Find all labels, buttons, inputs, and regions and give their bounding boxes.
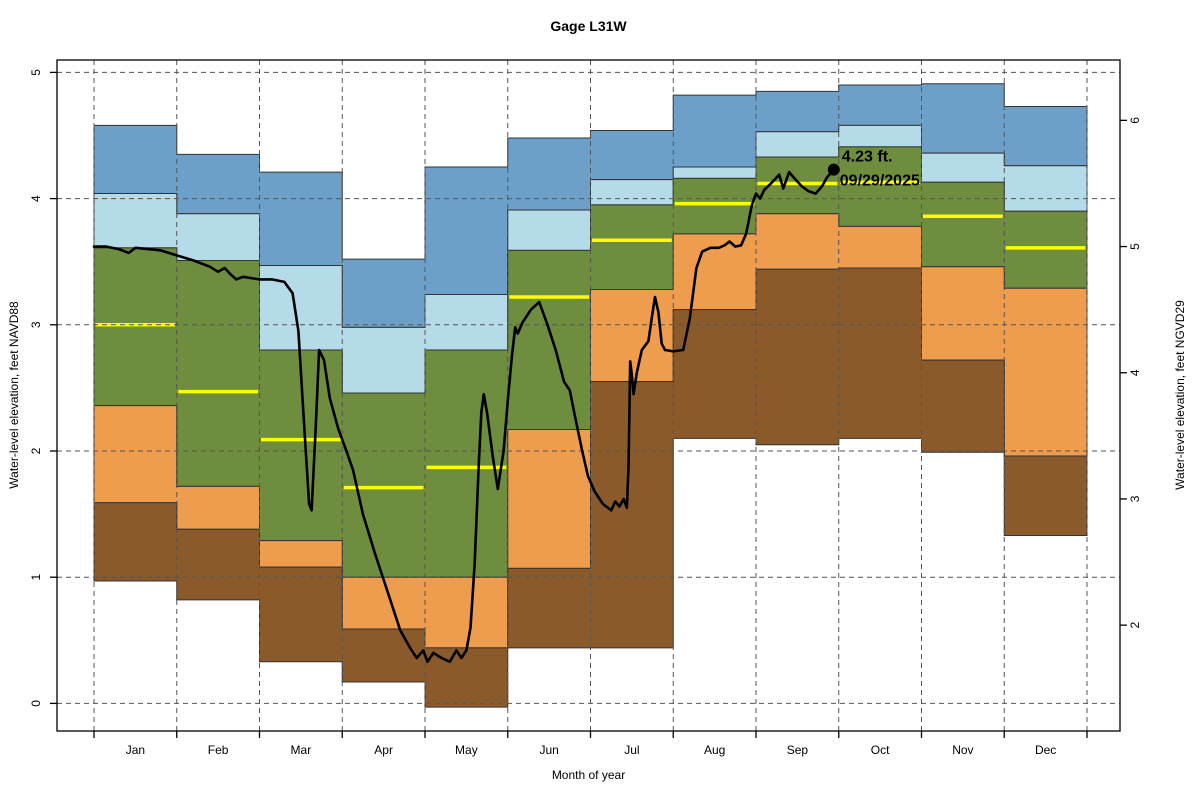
y-left-tick-label: 3 — [29, 321, 43, 328]
x-tick-label-month: Dec — [1035, 743, 1056, 757]
x-tick-label-month: Apr — [374, 743, 393, 757]
x-tick-label-month: Mar — [291, 743, 312, 757]
x-tick-label-month: Jul — [624, 743, 639, 757]
y-left-tick-label: 2 — [29, 447, 43, 454]
y-left-tick-label: 1 — [29, 574, 43, 581]
y-right-tick-label: 4 — [1128, 369, 1142, 376]
x-tick-label-month: Oct — [871, 743, 890, 757]
y-axis-label-right: Water-level elevation, feet NGVD29 — [1173, 300, 1187, 490]
x-tick-label-month: Aug — [704, 743, 725, 757]
y-right-tick-label: 2 — [1128, 621, 1142, 628]
current-year-trace-line — [92, 168, 836, 664]
x-tick-label-month: Sep — [787, 743, 809, 757]
y-left-tick-label: 0 — [29, 700, 43, 707]
y-left-tick-label: 5 — [29, 69, 43, 76]
y-right-tick-label: 3 — [1128, 495, 1142, 502]
plot-border — [56, 59, 1121, 732]
y-left-tick-label: 4 — [29, 195, 43, 202]
latest-observation-dot — [827, 163, 840, 176]
y-right-tick-label: 5 — [1128, 243, 1142, 250]
y-axis-label-left: Water-level elevation, feet NAVD88 — [7, 301, 21, 489]
x-tick-label-month: Feb — [208, 743, 229, 757]
x-tick-label-month: Jan — [126, 743, 145, 757]
annotation-date: 09/29/2025 — [840, 173, 920, 190]
x-tick-label-month: Nov — [952, 743, 973, 757]
y-right-tick-label: 6 — [1128, 117, 1142, 124]
annotation-value: 4.23 ft. — [842, 149, 893, 166]
x-axis-label: Month of year — [551, 768, 626, 782]
chart-title: Gage L31W — [550, 18, 627, 34]
x-tick-label-month: Jun — [539, 743, 558, 757]
x-tick-label-month: May — [455, 743, 478, 757]
